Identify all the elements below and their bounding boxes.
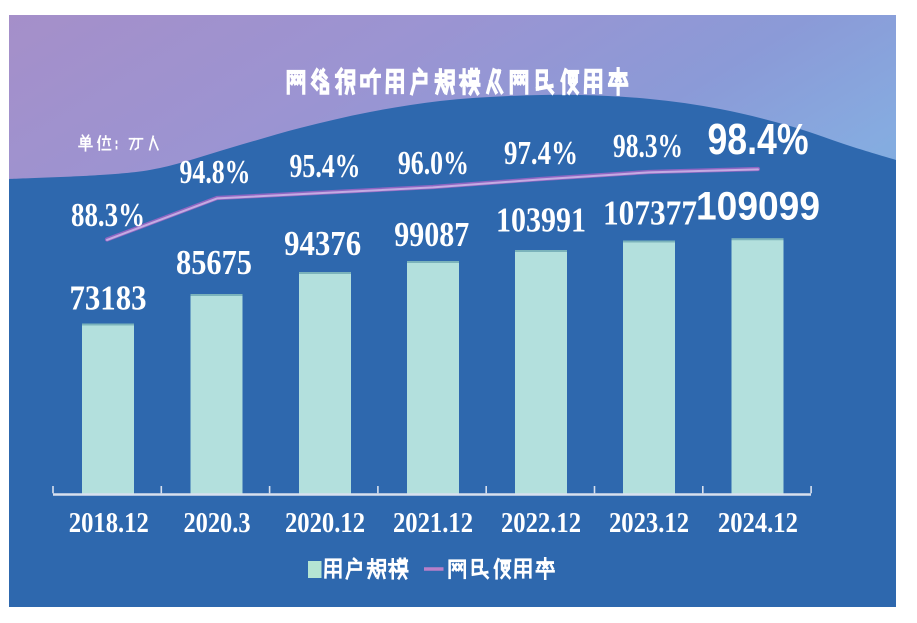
svg-text:88.3%: 88.3% bbox=[71, 197, 145, 234]
svg-text:103991: 103991 bbox=[496, 202, 586, 240]
svg-text:2021.12: 2021.12 bbox=[393, 508, 473, 539]
svg-text:2022.12: 2022.12 bbox=[501, 508, 581, 539]
svg-text:97.4%: 97.4% bbox=[504, 135, 578, 172]
svg-text:2024.12: 2024.12 bbox=[718, 508, 798, 539]
svg-text:85675: 85675 bbox=[176, 244, 252, 282]
svg-text:73183: 73183 bbox=[70, 280, 147, 318]
svg-text:95.4%: 95.4% bbox=[290, 148, 361, 185]
svg-text:98.4%: 98.4% bbox=[708, 115, 809, 164]
svg-text:99087: 99087 bbox=[394, 216, 469, 254]
svg-text:107377: 107377 bbox=[603, 195, 697, 233]
svg-text:94.8%: 94.8% bbox=[180, 154, 251, 191]
svg-text:2020.12: 2020.12 bbox=[285, 508, 365, 539]
svg-text:2018.12: 2018.12 bbox=[69, 508, 149, 539]
svg-text:94376: 94376 bbox=[284, 225, 361, 263]
svg-text:2023.12: 2023.12 bbox=[609, 508, 689, 539]
svg-text:96.0%: 96.0% bbox=[398, 145, 469, 182]
svg-text:109099: 109099 bbox=[696, 185, 820, 229]
svg-text:98.3%: 98.3% bbox=[613, 128, 683, 165]
svg-text:2020.3: 2020.3 bbox=[184, 508, 251, 539]
